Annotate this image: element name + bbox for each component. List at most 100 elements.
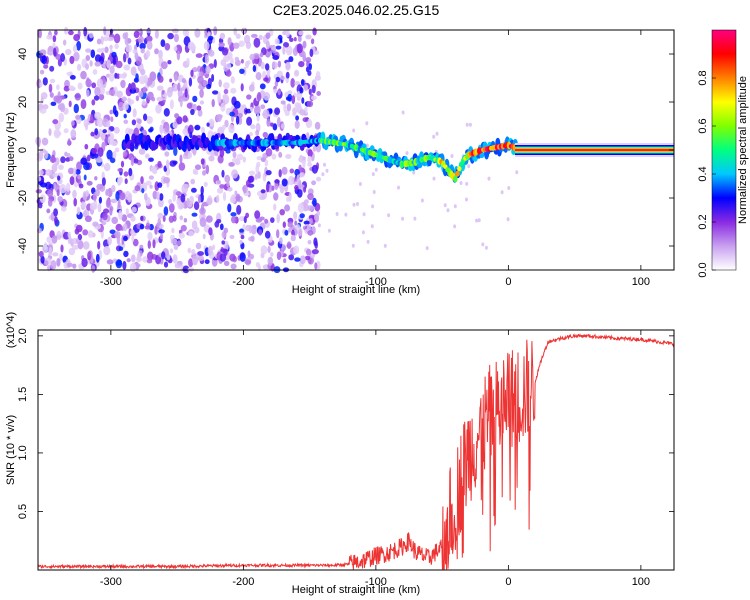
- noise-cell: [231, 169, 239, 179]
- noise-cell: [294, 220, 298, 226]
- colorbar-tick-label: 0.4: [697, 166, 709, 181]
- noise-cell: [372, 190, 376, 194]
- noise-cell: [149, 126, 154, 132]
- noise-cell: [137, 118, 142, 125]
- noise-cell: [123, 171, 129, 177]
- noise-cell: [106, 149, 113, 160]
- noise-cell: [401, 216, 405, 221]
- noise-cell: [219, 223, 224, 231]
- noise-cell: [148, 175, 154, 180]
- noise-cell: [299, 213, 305, 219]
- noise-cell: [170, 238, 178, 245]
- noise-cell: [467, 164, 471, 169]
- noise-cell: [158, 49, 163, 60]
- noise-cell: [89, 202, 96, 211]
- spectrogram-y-axis-label: Frequency (Hz): [5, 112, 17, 188]
- noise-cell: [186, 57, 190, 66]
- noise-cell: [187, 41, 195, 50]
- spectrogram-x-ticks: -300 -200 -100 0 100: [100, 30, 650, 288]
- noise-cell: [283, 102, 287, 113]
- noise-cell: [145, 35, 153, 43]
- noise-cell: [223, 88, 229, 95]
- noise-cell: [193, 201, 200, 211]
- noise-cell: [49, 78, 56, 84]
- snr-x-tick-label: -100: [365, 576, 387, 588]
- noise-cell: [85, 48, 92, 53]
- noise-cell: [233, 27, 238, 36]
- noise-cell: [68, 100, 72, 108]
- noise-cell: [374, 167, 378, 172]
- noise-cell: [361, 230, 365, 235]
- noise-cell: [200, 100, 204, 105]
- noise-cell: [202, 170, 207, 176]
- noise-cell: [309, 48, 314, 58]
- noise-cell: [243, 66, 247, 76]
- noise-cell: [294, 257, 301, 262]
- noise-cell: [257, 190, 262, 197]
- noise-cell: [273, 88, 278, 94]
- noise-cell: [94, 111, 101, 120]
- noise-cell: [251, 33, 258, 38]
- noise-cell: [279, 209, 286, 216]
- noise-cell: [179, 97, 183, 108]
- ridge-cell: [455, 170, 460, 177]
- noise-cell: [168, 199, 173, 205]
- noise-cell: [52, 252, 59, 257]
- noise-cell: [314, 121, 321, 130]
- noise-cell: [127, 97, 131, 103]
- noise-cell: [56, 258, 61, 267]
- noise-cell: [82, 229, 89, 236]
- noise-cell: [276, 251, 282, 260]
- noise-cell: [294, 81, 301, 86]
- colorbar-label: Normalized spectral amplitude: [737, 76, 749, 224]
- noise-cell: [146, 259, 153, 264]
- noise-cell: [323, 162, 326, 167]
- noise-cell: [186, 102, 193, 109]
- noise-cell: [291, 95, 296, 105]
- noise-cell: [69, 55, 75, 65]
- noise-cell: [73, 103, 80, 114]
- noise-cell: [107, 129, 111, 135]
- noise-cell: [140, 215, 144, 221]
- noise-cell: [172, 122, 178, 129]
- noise-cell: [143, 74, 148, 84]
- noise-cell: [104, 46, 109, 54]
- noise-cell: [233, 100, 241, 109]
- noise-cell: [143, 113, 148, 121]
- noise-cell: [53, 47, 57, 57]
- noise-cell: [103, 26, 107, 36]
- snr-x-ticks: -300 -200 -100 0 100: [100, 330, 650, 588]
- noise-cell: [41, 137, 49, 146]
- noise-cell: [208, 227, 213, 236]
- noise-cell: [230, 87, 237, 94]
- noise-cell: [190, 178, 195, 185]
- noise-cell: [59, 102, 66, 113]
- noise-cell: [312, 145, 317, 152]
- noise-cell: [271, 153, 277, 160]
- noise-cell: [223, 82, 230, 90]
- noise-cell: [76, 161, 82, 171]
- noise-cell: [129, 262, 137, 273]
- noise-cell: [47, 190, 54, 198]
- noise-cell: [171, 28, 179, 34]
- noise-cell: [119, 192, 126, 201]
- noise-cell: [56, 84, 60, 91]
- noise-cell: [222, 124, 226, 131]
- noise-cell: [297, 189, 303, 198]
- noise-cell: [117, 199, 121, 209]
- snr-plot-area: [38, 330, 674, 570]
- snr-x-tick-label: -300: [100, 576, 122, 588]
- noise-cell: [220, 59, 227, 67]
- noise-cell: [238, 40, 245, 47]
- noise-cell: [296, 174, 300, 184]
- noise-cell: [169, 99, 174, 110]
- noise-cell: [271, 61, 278, 69]
- noise-cell: [250, 235, 255, 242]
- noise-cell: [82, 241, 90, 250]
- noise-cell: [181, 78, 186, 84]
- noise-cell: [265, 32, 271, 39]
- noise-cell: [284, 229, 289, 236]
- noise-cell: [94, 176, 98, 181]
- noise-cell: [275, 45, 282, 50]
- noise-cell: [285, 71, 290, 79]
